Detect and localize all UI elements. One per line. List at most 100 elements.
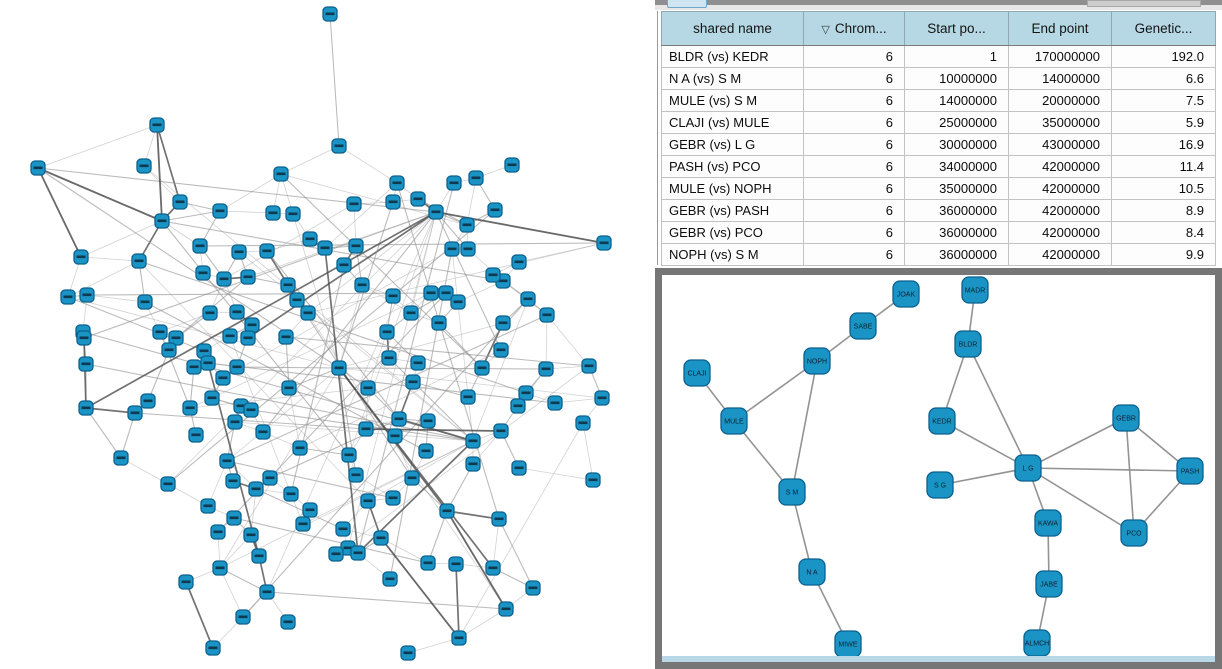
- network-node[interactable]: [498, 601, 514, 617]
- table-row[interactable]: CLAJI (vs) MULE 6 25000000 35000000 5.9: [661, 111, 1216, 134]
- table-row[interactable]: GEBR (vs) PCO 6 36000000 42000000 8.4: [661, 221, 1216, 244]
- horizontal-scrollbar-thumb[interactable]: [1087, 0, 1201, 7]
- network-node[interactable]: [302, 502, 318, 518]
- network-node-mule[interactable]: MULE: [720, 407, 748, 435]
- network-edge[interactable]: [1125, 417, 1135, 534]
- network-node-l-g[interactable]: L G: [1014, 454, 1042, 482]
- network-node[interactable]: [300, 305, 316, 321]
- network-node[interactable]: [474, 360, 490, 376]
- network-node[interactable]: [336, 257, 352, 273]
- network-node[interactable]: [504, 157, 520, 173]
- table-cell[interactable]: GEBR (vs) L G: [661, 133, 804, 156]
- network-node[interactable]: [317, 240, 333, 256]
- table-cell[interactable]: 6: [803, 45, 905, 68]
- network-node[interactable]: [178, 574, 194, 590]
- network-node-sabe[interactable]: SABE: [849, 312, 877, 340]
- table-cell[interactable]: 6: [803, 89, 905, 112]
- network-node[interactable]: [460, 389, 476, 405]
- network-node[interactable]: [202, 305, 218, 321]
- network-node-kawa[interactable]: KAWA: [1034, 509, 1062, 537]
- network-node[interactable]: [575, 415, 591, 431]
- network-node[interactable]: [485, 560, 501, 576]
- network-node[interactable]: [243, 527, 259, 543]
- network-node[interactable]: [278, 329, 294, 345]
- table-cell[interactable]: 6: [803, 133, 905, 156]
- network-node[interactable]: [255, 424, 271, 440]
- network-node[interactable]: [520, 291, 536, 307]
- table-cell[interactable]: CLAJI (vs) MULE: [661, 111, 804, 134]
- network-node[interactable]: [405, 374, 421, 390]
- table-cell[interactable]: 6.6: [1111, 67, 1216, 90]
- network-node[interactable]: [136, 158, 152, 174]
- network-node[interactable]: [231, 244, 247, 260]
- network-node[interactable]: [131, 253, 147, 269]
- network-node[interactable]: [547, 395, 563, 411]
- network-node[interactable]: [78, 400, 94, 416]
- network-node[interactable]: [385, 194, 401, 210]
- network-node[interactable]: [510, 398, 526, 414]
- network-edge[interactable]: [1027, 467, 1135, 534]
- network-node-pco[interactable]: PCO: [1120, 519, 1148, 547]
- column-header-start-po[interactable]: Start po...: [904, 11, 1009, 46]
- network-node[interactable]: [280, 277, 296, 293]
- network-node-madr[interactable]: MADR: [961, 276, 989, 304]
- network-node[interactable]: [385, 490, 401, 506]
- network-node[interactable]: [280, 614, 296, 630]
- network-node-gebr[interactable]: GEBR: [1112, 404, 1140, 432]
- network-node[interactable]: [382, 571, 398, 587]
- network-node[interactable]: [450, 294, 466, 310]
- network-node-claji[interactable]: CLAJI: [683, 359, 711, 387]
- network-edge[interactable]: [941, 420, 1029, 469]
- table-cell[interactable]: 9.9: [1111, 243, 1216, 266]
- network-node[interactable]: [204, 390, 220, 406]
- network-node[interactable]: [244, 317, 260, 333]
- network-node[interactable]: [227, 414, 243, 430]
- table-cell[interactable]: 14000000: [904, 89, 1009, 112]
- table-cell[interactable]: 192.0: [1111, 45, 1216, 68]
- network-node[interactable]: [200, 355, 216, 371]
- table-cell[interactable]: 35000000: [904, 177, 1009, 200]
- network-node[interactable]: [186, 359, 202, 375]
- network-edge[interactable]: [1027, 417, 1127, 469]
- network-node[interactable]: [281, 380, 297, 396]
- table-cell[interactable]: 14000000: [1008, 67, 1112, 90]
- network-node[interactable]: [381, 350, 397, 366]
- column-header-genetic[interactable]: Genetic...: [1111, 11, 1216, 46]
- network-node[interactable]: [403, 305, 419, 321]
- network-node[interactable]: [195, 265, 211, 281]
- network-node[interactable]: [149, 117, 165, 133]
- table-cell[interactable]: 7.5: [1111, 89, 1216, 112]
- filter-funnel-icon[interactable]: ▽: [821, 24, 830, 36]
- network-node[interactable]: [331, 138, 347, 154]
- network-node[interactable]: [428, 204, 444, 220]
- detail-network-canvas[interactable]: JOAK MADR SABE BLDR NOPH CLAJI MULE KEDR GEBR L G…: [662, 275, 1215, 662]
- network-node[interactable]: [465, 433, 481, 449]
- network-node[interactable]: [525, 580, 541, 596]
- network-node[interactable]: [360, 493, 376, 509]
- network-node[interactable]: [410, 355, 426, 371]
- network-node[interactable]: [229, 304, 245, 320]
- network-node[interactable]: [240, 269, 256, 285]
- network-node[interactable]: [539, 307, 555, 323]
- network-node[interactable]: [235, 609, 251, 625]
- table-cell[interactable]: GEBR (vs) PASH: [661, 199, 804, 222]
- network-node[interactable]: [212, 203, 228, 219]
- network-node[interactable]: [188, 427, 204, 443]
- network-node[interactable]: [468, 170, 484, 186]
- table-cell[interactable]: 35000000: [1008, 111, 1112, 134]
- table-row[interactable]: GEBR (vs) L G 6 30000000 43000000 16.9: [661, 133, 1216, 156]
- network-node[interactable]: [161, 342, 177, 358]
- network-node[interactable]: [60, 289, 76, 305]
- network-node[interactable]: [30, 160, 46, 176]
- network-node[interactable]: [160, 476, 176, 492]
- network-node[interactable]: [387, 428, 403, 444]
- table-cell[interactable]: NOPH (vs) S M: [661, 243, 804, 266]
- network-node[interactable]: [348, 467, 364, 483]
- network-node[interactable]: [385, 288, 401, 304]
- network-node[interactable]: [240, 330, 256, 346]
- network-node-noph[interactable]: NOPH: [803, 347, 831, 375]
- network-node[interactable]: [341, 447, 357, 463]
- network-node[interactable]: [273, 166, 289, 182]
- table-row[interactable]: MULE (vs) NOPH 6 35000000 42000000 10.5: [661, 177, 1216, 200]
- table-cell[interactable]: 6: [803, 111, 905, 134]
